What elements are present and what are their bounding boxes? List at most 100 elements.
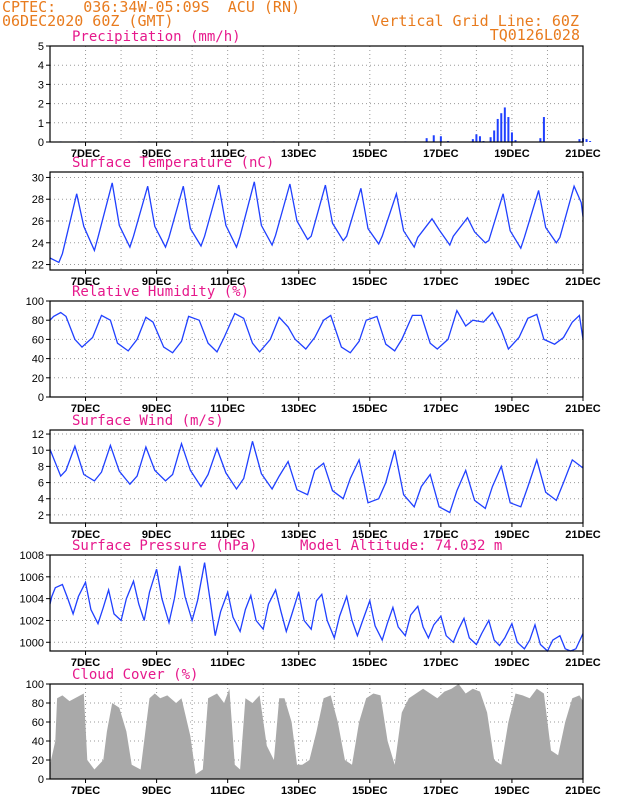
wind-xtick-label: 15DEC <box>352 529 388 541</box>
wind-ytick-label: 2 <box>38 510 44 522</box>
pressure-ytick-label: 1004 <box>20 594 44 606</box>
precipitation-bar <box>503 107 506 142</box>
precipitation-bar <box>478 136 481 142</box>
pressure-xtick-label: 19DEC <box>494 657 530 669</box>
wind-ytick-label: 4 <box>38 494 44 506</box>
pressure-ytick-label: 1006 <box>20 572 44 584</box>
pressure-xtick-label: 7DEC <box>71 657 100 669</box>
wind-xtick-label: 21DEC <box>565 529 601 541</box>
precipitation-xtick-label: 21DEC <box>565 148 601 160</box>
temperature-xtick-label: 17DEC <box>423 276 459 288</box>
humidity-series-line <box>49 308 584 354</box>
temperature-ytick-label: 26 <box>32 216 44 228</box>
precipitation-ytick-label: 5 <box>38 41 44 53</box>
temperature-xtick-label: 7DEC <box>71 276 100 288</box>
precipitation-bar <box>510 132 513 142</box>
cloud-cover-xtick-label: 15DEC <box>352 785 388 797</box>
precipitation-xtick-label: 17DEC <box>423 148 459 160</box>
precipitation-bar <box>578 139 581 142</box>
precipitation-bar <box>432 135 435 142</box>
precipitation-ytick-label: 3 <box>38 79 44 91</box>
cloud-cover-ytick-label: 100 <box>26 679 44 691</box>
humidity-ytick-label: 40 <box>32 354 44 366</box>
precipitation-bar <box>585 139 588 142</box>
cloud-cover-ytick-label: 0 <box>38 774 44 786</box>
station-header: CPTEC: 036:34W-05:09S ACU (RN) <box>2 0 301 16</box>
humidity-ytick-label: 100 <box>26 296 44 308</box>
pressure-xtick-label: 9DEC <box>142 657 171 669</box>
temperature-ytick-label: 22 <box>32 260 44 272</box>
precipitation-bar <box>500 113 503 142</box>
humidity-xtick-label: 11DEC <box>210 403 245 415</box>
humidity-xtick-label: 21DEC <box>565 403 601 415</box>
grid-note: Vertical Grid Line: 60Z <box>371 12 579 30</box>
pressure-series-line <box>49 562 584 653</box>
precipitation-xtick-label: 7DEC <box>71 148 100 160</box>
wind-ytick-label: 8 <box>38 461 44 473</box>
cloud-cover-xtick-label: 11DEC <box>210 785 245 797</box>
precipitation-ytick-label: 1 <box>38 118 44 130</box>
pressure-xtick-label: 15DEC <box>352 657 388 669</box>
cloud-cover-ytick-label: 60 <box>32 717 44 729</box>
pressure-ytick-label: 1002 <box>20 615 44 627</box>
temperature-series-line <box>49 181 584 264</box>
pressure-xtick-label: 11DEC <box>210 657 245 669</box>
precipitation-bar <box>507 117 510 142</box>
cloud-cover-ytick-label: 20 <box>32 755 44 767</box>
wind-xtick-label: 9DEC <box>142 529 171 541</box>
temperature-title: Surface Temperature (nC) <box>72 155 274 171</box>
humidity-xtick-label: 19DEC <box>494 403 530 415</box>
temperature-xtick-label: 21DEC <box>565 276 601 288</box>
precipitation-xtick-label: 9DEC <box>142 148 171 160</box>
precipitation-ytick-label: 4 <box>38 60 44 72</box>
pressure-annotation: Model Altitude: 74.032 m <box>300 538 502 554</box>
temperature-frame <box>49 171 584 271</box>
temperature-ytick-label: 28 <box>32 194 44 206</box>
precipitation-xtick-label: 11DEC <box>210 148 245 160</box>
precipitation-xtick-label: 13DEC <box>281 148 317 160</box>
precipitation-bar <box>489 137 492 142</box>
cloud-cover-xtick-label: 17DEC <box>423 785 459 797</box>
wind-series-line <box>49 441 584 514</box>
humidity-xtick-label: 7DEC <box>71 403 100 415</box>
wind-title: Surface Wind (m/s) <box>72 413 224 429</box>
temperature-xtick-label: 13DEC <box>281 276 317 288</box>
cloud-cover-ytick-label: 80 <box>32 698 44 710</box>
precipitation-ytick-label: 2 <box>38 99 44 111</box>
humidity-xtick-label: 15DEC <box>352 403 388 415</box>
cloud-cover-xtick-label: 13DEC <box>281 785 317 797</box>
pressure-xtick-label: 17DEC <box>423 657 459 669</box>
humidity-title: Relative Humidity (%) <box>72 284 249 300</box>
cloud-cover-frame <box>49 683 584 780</box>
temperature-xtick-label: 11DEC <box>210 276 245 288</box>
precipitation-frame <box>49 45 584 143</box>
wind-xtick-label: 7DEC <box>71 529 100 541</box>
wind-ytick-label: 12 <box>32 429 44 441</box>
humidity-ytick-label: 60 <box>32 334 44 346</box>
model-code: TQ0126L028 <box>489 26 580 44</box>
precipitation-bar <box>589 141 592 142</box>
humidity-xtick-label: 17DEC <box>423 403 459 415</box>
pressure-ytick-label: 1008 <box>20 550 44 562</box>
humidity-xtick-label: 13DEC <box>281 403 317 415</box>
cloud-cover-xtick-label: 21DEC <box>565 785 601 797</box>
precipitation-xtick-label: 19DEC <box>494 148 530 160</box>
wind-xtick-label: 19DEC <box>494 529 530 541</box>
precipitation-ytick-label: 0 <box>38 137 44 149</box>
precipitation-bar <box>471 139 474 142</box>
date-header: 06DEC2020 60Z (GMT) <box>2 12 174 30</box>
precipitation-bar <box>475 134 478 142</box>
humidity-frame <box>49 300 584 398</box>
temperature-xtick-label: 19DEC <box>494 276 530 288</box>
pressure-title: Surface Pressure (hPa) <box>72 538 257 554</box>
wind-xtick-label: 13DEC <box>281 529 317 541</box>
humidity-ytick-label: 0 <box>38 392 44 404</box>
pressure-ytick-label: 1000 <box>20 637 44 649</box>
cloud-cover-title: Cloud Cover (%) <box>72 667 198 683</box>
precipitation-title: Precipitation (mm/h) <box>72 29 241 45</box>
precipitation-bar <box>425 138 428 142</box>
cloud-cover-xtick-label: 19DEC <box>494 785 530 797</box>
temperature-xtick-label: 15DEC <box>352 276 388 288</box>
precipitation-xtick-label: 15DEC <box>352 148 388 160</box>
